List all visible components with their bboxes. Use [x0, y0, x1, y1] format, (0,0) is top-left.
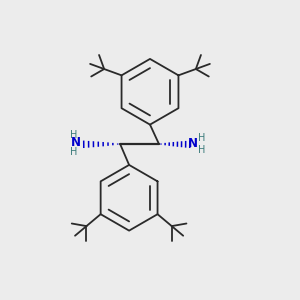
Text: N: N: [188, 137, 198, 150]
Text: H: H: [198, 145, 205, 155]
Text: H: H: [198, 133, 205, 143]
Text: H: H: [70, 147, 77, 157]
Text: H: H: [70, 130, 77, 140]
Text: N: N: [71, 136, 81, 149]
